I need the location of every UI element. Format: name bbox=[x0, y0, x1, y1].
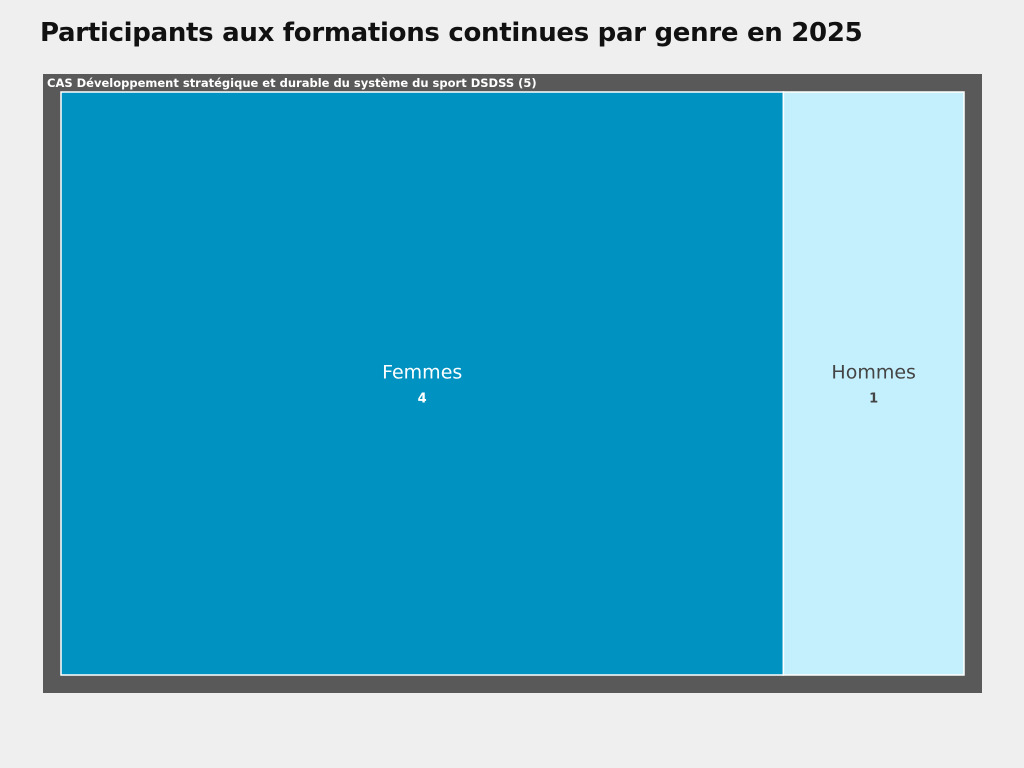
treemap-group-label: CAS Développement stratégique et durable… bbox=[47, 76, 537, 90]
treemap-value-femmes: 4 bbox=[418, 392, 427, 407]
treemap-tile-femmes[interactable] bbox=[60, 91, 785, 676]
treemap-label-hommes: Hommes bbox=[831, 362, 916, 384]
treemap-value-hommes: 1 bbox=[869, 392, 878, 407]
treemap-label-femmes: Femmes bbox=[382, 362, 462, 384]
chart-title: Participants aux formations continues pa… bbox=[40, 18, 863, 48]
treemap-tile-hommes[interactable] bbox=[782, 91, 965, 676]
treemap-leaves: Femmes 4 Hommes 1 bbox=[60, 91, 965, 676]
